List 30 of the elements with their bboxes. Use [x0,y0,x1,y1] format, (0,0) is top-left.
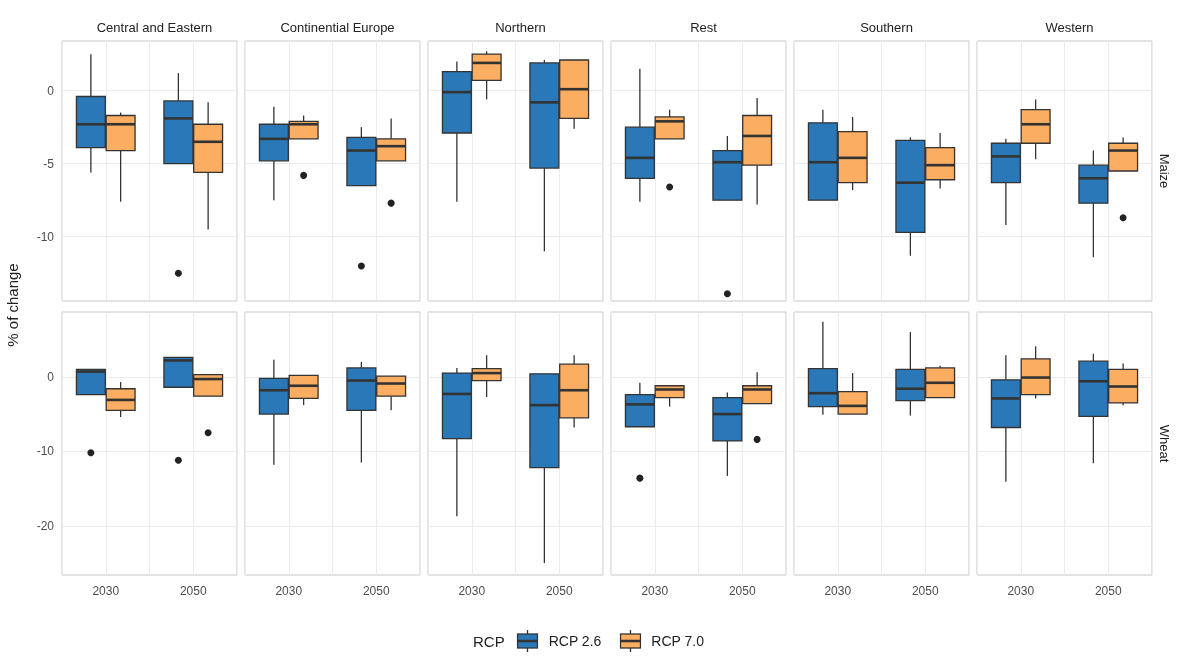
x-tick-label: 2030 [92,584,120,598]
legend-label: RCP 2.6 [548,633,602,649]
x-tick-label: 2050 [1094,584,1122,598]
y-tick-label: 0 [47,83,55,98]
x-tick-label: 2030 [824,584,852,598]
text: Wheat [1156,424,1172,463]
text: Maize [1156,153,1172,189]
chart-title: Northern [495,20,546,35]
legend-label: RCP 7.0 [651,633,705,649]
x-tick-label: 2050 [911,584,939,598]
x-tick-label: 2050 [179,584,207,598]
x-tick-label: 2030 [1007,584,1035,598]
x-tick-label: 2030 [458,584,486,598]
y-axis-title: % of change [3,263,21,347]
y-tick-label: -5 [43,156,55,171]
x-tick-label: 2050 [362,584,390,598]
x-tick-label: 2050 [728,584,756,598]
legend-title: RCP [472,632,505,650]
x-tick-label: 2050 [545,584,573,598]
y-tick-label: -10 [36,444,55,459]
chart-title: Continential Europe [280,20,395,35]
chart-title: Rest [690,20,718,35]
y-tick-label: 0 [47,369,55,384]
chart-title: Central and Eastern [96,20,213,35]
chart-title: Southern [860,20,913,35]
chart-title: Western [1045,20,1094,35]
x-tick-label: 2030 [275,584,303,598]
x-tick-label: 2030 [641,584,669,598]
y-tick-label: -10 [36,229,55,244]
y-tick-label: -20 [36,518,55,533]
